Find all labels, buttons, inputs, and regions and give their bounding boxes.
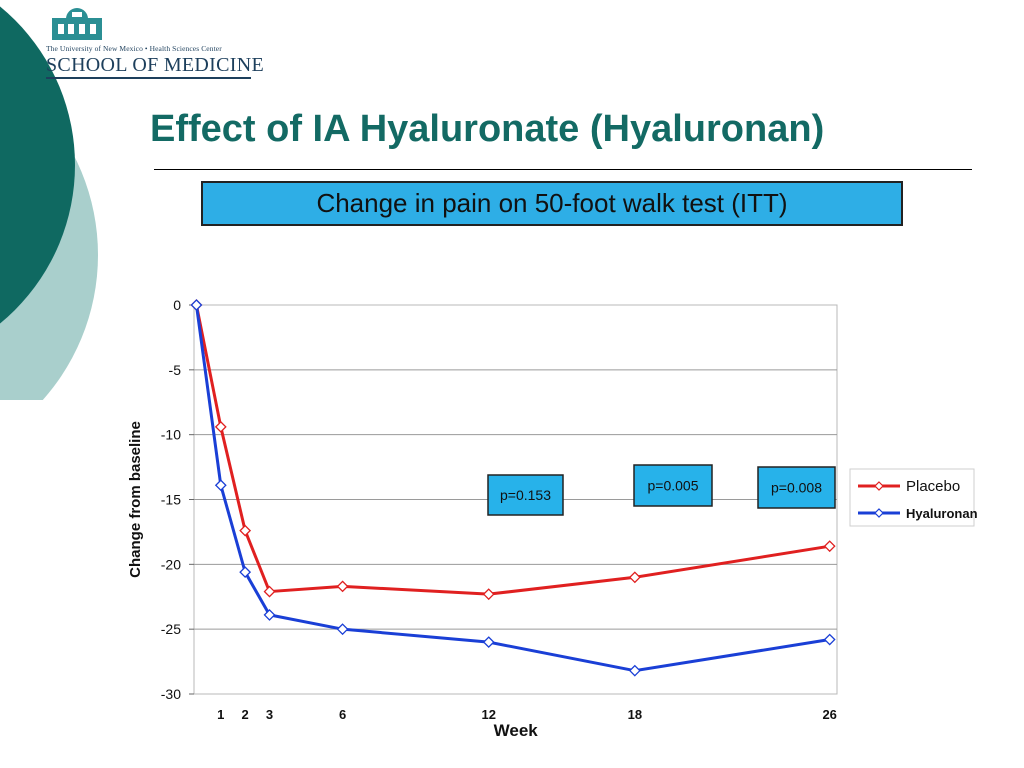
x-tick-label: 18 — [628, 707, 642, 722]
p-value-box — [633, 464, 713, 507]
series-line-hyaluronan — [194, 304, 830, 673]
y-axis-label: Change from baseline — [127, 421, 144, 578]
x-tick-label: 6 — [339, 707, 346, 722]
legend-swatch-marker — [874, 481, 884, 491]
title-divider — [154, 169, 972, 170]
x-tick-label: 12 — [481, 707, 495, 722]
p-value-label: p=0.153 — [500, 487, 551, 503]
p-value-label: p=0.008 — [771, 480, 822, 496]
legend-label-hyaluronan: Hyaluronan — [906, 506, 978, 521]
data-point-placebo — [239, 524, 252, 537]
data-point-hyaluronan — [239, 566, 252, 579]
data-point-hyaluronan — [823, 633, 836, 646]
chart-subtitle: Change in pain on 50-foot walk test (ITT… — [201, 181, 903, 226]
dark-circle — [0, 6, 75, 324]
p-value-box — [487, 474, 564, 516]
data-point-placebo — [263, 585, 276, 598]
logo-underline — [46, 77, 251, 79]
data-point-placebo — [482, 588, 495, 601]
x-tick-label: 2 — [242, 707, 249, 722]
data-point-placebo — [628, 571, 641, 584]
y-tick-label: -25 — [161, 621, 181, 637]
x-axis-label: Week — [494, 721, 539, 736]
data-point-hyaluronan — [214, 479, 227, 492]
school-logo: The University of New Mexico • Health Sc… — [46, 6, 264, 82]
y-tick-label: -30 — [161, 686, 181, 702]
data-point-placebo — [823, 540, 836, 553]
logo-school-name: SCHOOL OF MEDICINE — [46, 54, 264, 76]
y-tick-label: -20 — [161, 556, 181, 572]
p-value-label: p=0.005 — [648, 478, 699, 494]
decorative-circles — [0, 6, 98, 400]
data-point-hyaluronan — [190, 299, 203, 311]
data-point-placebo — [214, 420, 227, 433]
data-point-hyaluronan — [482, 636, 495, 649]
data-point-placebo — [336, 580, 349, 593]
series-line-placebo — [194, 304, 830, 596]
y-tick-label: -15 — [161, 492, 181, 508]
y-tick-label: 0 — [173, 297, 181, 313]
building-icon — [52, 8, 102, 40]
y-tick-label: -10 — [161, 427, 181, 443]
legend-swatch-marker — [874, 508, 884, 518]
data-point-hyaluronan — [628, 664, 641, 677]
logo-university-line: The University of New Mexico • Health Sc… — [46, 44, 222, 53]
data-point-hyaluronan — [336, 623, 349, 636]
p-value-box — [757, 466, 836, 509]
x-tick-label: 26 — [822, 707, 836, 722]
x-tick-label: 3 — [266, 707, 273, 722]
y-tick-label: -5 — [169, 362, 182, 378]
legend-label-placebo: Placebo — [906, 478, 960, 495]
slide-title: Effect of IA Hyaluronate (Hyaluronan) — [150, 108, 825, 150]
x-tick-label: 1 — [217, 707, 224, 722]
legend-box — [849, 468, 975, 527]
data-point-hyaluronan — [263, 608, 276, 621]
